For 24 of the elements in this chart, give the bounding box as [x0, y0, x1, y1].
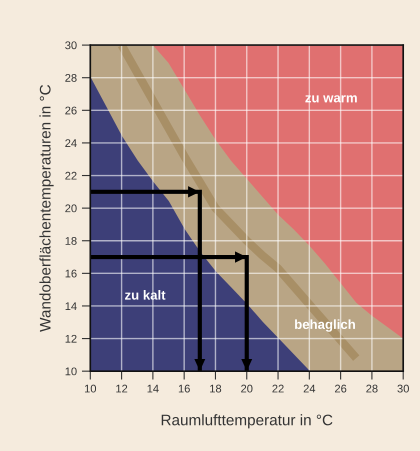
- x-tick-label: 12: [116, 384, 128, 392]
- x-tick-label: 10: [84, 384, 96, 393]
- x-tick-label: 22: [272, 384, 284, 392]
- x-tick-label: 20: [241, 384, 252, 393]
- y-axis-title: Wandoberflächentemperaturen in °C: [39, 84, 54, 332]
- x-tick-label: 24: [304, 384, 316, 392]
- y-tick-label: 22: [65, 172, 77, 180]
- x-tick-label: 16: [178, 384, 190, 393]
- y-tick-label: 26: [65, 106, 77, 114]
- y-tick-label: 12: [66, 334, 77, 343]
- x-tick-label: 30: [397, 384, 409, 393]
- y-tick-label: 24: [65, 139, 77, 147]
- x-tick-label: 26: [335, 384, 346, 393]
- x-tick-label: 28: [366, 384, 378, 393]
- y-tick-label: 18: [66, 237, 77, 245]
- x-tick-label: 18: [210, 384, 222, 393]
- x-tick-label: 14: [148, 384, 159, 392]
- y-tick-label: 28: [65, 74, 77, 82]
- y-tick-label: 16: [66, 270, 77, 278]
- y-tick-label: 10: [66, 367, 77, 376]
- x-axis-title: Raumlufttemperatur in °C: [162, 414, 332, 428]
- y-tick-label: 20: [65, 204, 77, 212]
- y-tick-label: 14: [66, 302, 77, 310]
- y-tick-label: 30: [65, 41, 77, 50]
